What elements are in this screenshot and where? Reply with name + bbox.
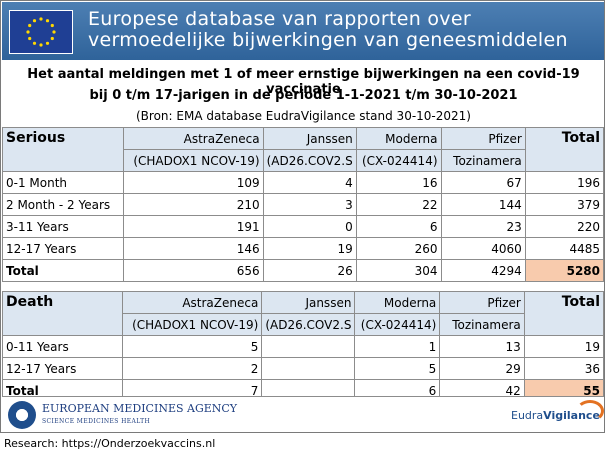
ema-name: EUROPEAN MEDICINES AGENCY <box>42 402 238 415</box>
table-row: 12-17 Years 146 19 260 4060 4485 <box>1 237 604 260</box>
col-moderna: Moderna <box>354 291 441 314</box>
cell-az: 2 <box>121 357 263 380</box>
col-moderna-code: (CX-024414) <box>354 313 441 336</box>
cell-pfizer: 4294 <box>440 259 526 282</box>
research-credit: Research: https://Onderzoekvaccins.nl <box>4 437 216 450</box>
cell-janssen: 26 <box>262 259 357 282</box>
cell-moderna: 5 <box>354 357 441 380</box>
row-label: 12-17 Years <box>2 357 123 380</box>
cell-moderna: 304 <box>355 259 442 282</box>
cell-janssen <box>261 335 356 358</box>
cell-total: 4485 <box>524 237 604 260</box>
serious-label: Serious <box>1 127 125 172</box>
cell-pfizer: 13 <box>439 335 525 358</box>
col-janssen-code: (AD26.COV2.S <box>261 313 356 336</box>
ema-logo-icon <box>8 401 36 429</box>
cell-az: 656 <box>123 259 264 282</box>
death-header-row: Death AstraZeneca Janssen Moderna Pfizer… <box>2 291 604 336</box>
cell-az: 146 <box>123 237 264 260</box>
ev-part1: Eudra <box>511 409 544 422</box>
table-row: 3-11 Years 191 0 6 23 220 <box>1 215 604 238</box>
col-moderna-code: (CX-024414) <box>355 149 442 172</box>
table-row: 2 Month - 2 Years 210 3 22 144 379 <box>1 193 604 216</box>
death-header-codes: (CHADOX1 NCOV-19) (AD26.COV2.S (CX-02441… <box>3 313 604 336</box>
banner-line2: vermoedelijke bijwerkingen van geneesmid… <box>88 29 568 51</box>
table-row: 0-11 Years 5 1 13 19 <box>2 335 604 358</box>
cell-total: 196 <box>524 171 604 194</box>
cell-moderna: 260 <box>355 237 442 260</box>
col-pfizer: Pfizer <box>439 291 525 314</box>
cell-az: 5 <box>121 335 263 358</box>
report-frame: Europese database van rapporten over ver… <box>0 0 605 433</box>
col-total: Total <box>523 291 604 336</box>
ema-banner: Europese database van rapporten over ver… <box>2 2 604 60</box>
row-label: 0-11 Years <box>2 335 123 358</box>
report-title: Het aantal meldingen met 1 of meer ernst… <box>2 61 604 127</box>
serious-header-codes: (CHADOX1 NCOV-19) (AD26.COV2.S (CX-02441… <box>3 149 604 172</box>
col-pfizer-code: Tozinamera <box>439 313 525 336</box>
col-pfizer-code: Tozinamera <box>440 149 526 172</box>
cell-janssen: 3 <box>262 193 357 216</box>
serious-header-row: Serious AstraZeneca Janssen Moderna Pfiz… <box>1 127 604 172</box>
serious-total-row: Total 656 26 304 4294 5280 <box>1 259 604 282</box>
cell-pfizer: 144 <box>440 193 526 216</box>
serious-table: Serious AstraZeneca Janssen Moderna Pfiz… <box>1 127 604 282</box>
cell-janssen: 4 <box>262 171 357 194</box>
row-label: 0-1 Month <box>1 171 125 194</box>
cell-janssen: 0 <box>262 215 357 238</box>
row-label: 2 Month - 2 Years <box>1 193 125 216</box>
row-label: 12-17 Years <box>1 237 125 260</box>
cell-az: 109 <box>123 171 264 194</box>
eu-flag-icon <box>9 10 73 54</box>
banner-line1: Europese database van rapporten over <box>88 8 471 30</box>
col-astrazeneca-code: (CHADOX1 NCOV-19) <box>123 149 264 172</box>
table-row: 12-17 Years 2 5 29 36 <box>2 357 604 380</box>
cell-moderna: 16 <box>355 171 442 194</box>
cell-moderna: 6 <box>355 215 442 238</box>
eudravigilance-swoosh-icon <box>576 400 604 422</box>
col-janssen: Janssen <box>262 127 357 150</box>
col-janssen: Janssen <box>261 291 356 314</box>
ema-tagline: SCIENCE MEDICINES HEALTH <box>42 418 151 425</box>
cell-pfizer: 29 <box>439 357 525 380</box>
cell-total: 19 <box>523 335 604 358</box>
cell-az: 191 <box>123 215 264 238</box>
col-janssen-code: (AD26.COV2.S <box>262 149 357 172</box>
row-label: Total <box>1 259 125 282</box>
col-astrazeneca: AstraZeneca <box>121 291 263 314</box>
col-astrazeneca-code: (CHADOX1 NCOV-19) <box>121 313 263 336</box>
cell-az: 210 <box>123 193 264 216</box>
cell-janssen <box>261 357 356 380</box>
cell-pfizer: 4060 <box>440 237 526 260</box>
col-pfizer: Pfizer <box>440 127 526 150</box>
death-table: Death AstraZeneca Janssen Moderna Pfizer… <box>2 291 604 402</box>
death-label: Death <box>2 291 123 336</box>
cell-total: 379 <box>524 193 604 216</box>
table-row: 0-1 Month 109 4 16 67 196 <box>1 171 604 194</box>
cell-janssen: 19 <box>262 237 357 260</box>
title-source: (Bron: EMA database EudraVigilance stand… <box>136 109 471 123</box>
cell-moderna: 1 <box>354 335 441 358</box>
row-label: 3-11 Years <box>1 215 125 238</box>
cell-pfizer: 67 <box>440 171 526 194</box>
col-total: Total <box>524 127 604 172</box>
cell-moderna: 22 <box>355 193 442 216</box>
cell-total: 36 <box>523 357 604 380</box>
cell-total: 220 <box>524 215 604 238</box>
banner-title: Europese database van rapporten over ver… <box>88 9 568 51</box>
grand-total-serious: 5280 <box>524 259 604 282</box>
title-line2: bij 0 t/m 17-jarigen in de periode 1-1-2… <box>89 88 518 103</box>
col-moderna: Moderna <box>355 127 442 150</box>
col-astrazeneca: AstraZeneca <box>123 127 264 150</box>
footer-logos: EUROPEAN MEDICINES AGENCY SCIENCE MEDICI… <box>2 396 604 432</box>
title-line1: Het aantal meldingen met 1 of meer ernst… <box>27 67 580 97</box>
cell-pfizer: 23 <box>440 215 526 238</box>
